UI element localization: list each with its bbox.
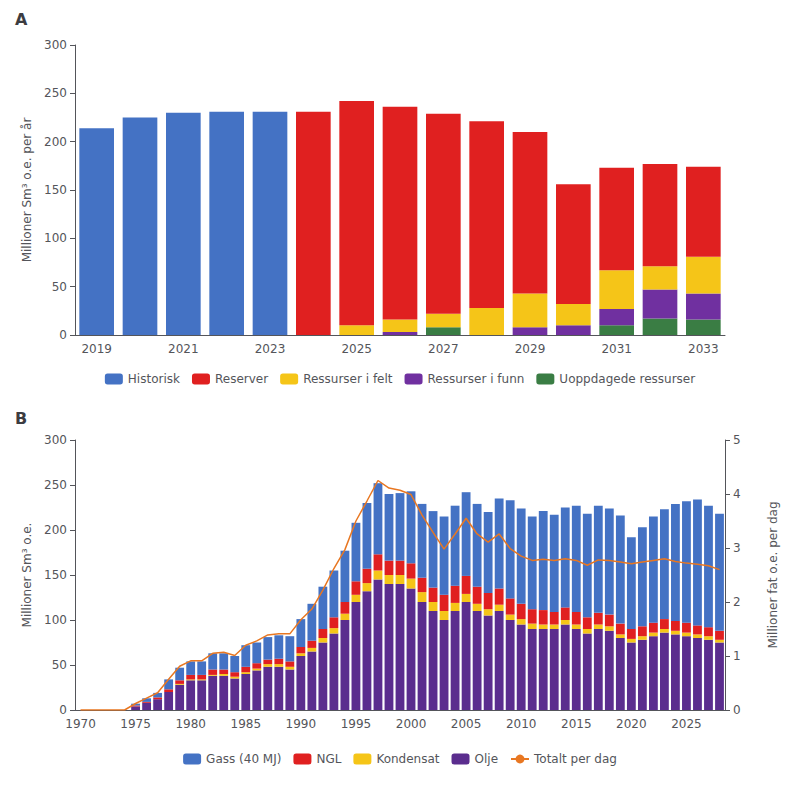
svg-text:Olje: Olje: [475, 752, 499, 766]
svg-text:200: 200: [44, 135, 67, 149]
svg-text:0: 0: [59, 703, 67, 717]
svg-text:Millioner Sm³ o.e. per år: Millioner Sm³ o.e. per år: [20, 118, 34, 263]
svg-text:2021: 2021: [168, 342, 199, 356]
svg-text:2015: 2015: [561, 717, 592, 731]
svg-text:300: 300: [44, 433, 67, 447]
svg-text:200: 200: [44, 523, 67, 537]
svg-text:1990: 1990: [286, 717, 317, 731]
svg-text:2020: 2020: [616, 717, 647, 731]
svg-text:Millioner fat o.e. per dag: Millioner fat o.e. per dag: [766, 501, 780, 648]
svg-text:Kondensat: Kondensat: [376, 752, 439, 766]
svg-text:1980: 1980: [175, 717, 206, 731]
svg-text:150: 150: [44, 183, 67, 197]
svg-text:250: 250: [44, 86, 67, 100]
svg-text:2029: 2029: [515, 342, 546, 356]
svg-text:Ressurser i felt: Ressurser i felt: [303, 372, 393, 386]
svg-text:2033: 2033: [688, 342, 719, 356]
svg-text:5: 5: [733, 433, 741, 447]
svg-text:2025: 2025: [671, 717, 702, 731]
svg-text:1970: 1970: [65, 717, 96, 731]
svg-text:100: 100: [44, 613, 67, 627]
svg-text:Millioner Sm³ o.e.: Millioner Sm³ o.e.: [20, 523, 34, 628]
svg-text:2: 2: [733, 595, 741, 609]
svg-text:1: 1: [733, 649, 741, 663]
svg-text:Ressurser i funn: Ressurser i funn: [428, 372, 525, 386]
svg-text:Gass (40 MJ): Gass (40 MJ): [206, 752, 281, 766]
svg-text:2027: 2027: [428, 342, 459, 356]
svg-text:0: 0: [59, 328, 67, 342]
svg-text:2031: 2031: [601, 342, 632, 356]
svg-text:2019: 2019: [81, 342, 112, 356]
svg-text:100: 100: [44, 231, 67, 245]
svg-text:Uoppdagede ressurser: Uoppdagede ressurser: [559, 372, 695, 386]
svg-text:250: 250: [44, 478, 67, 492]
svg-text:150: 150: [44, 568, 67, 582]
svg-text:300: 300: [44, 38, 67, 52]
svg-text:1975: 1975: [120, 717, 151, 731]
svg-text:4: 4: [733, 487, 741, 501]
svg-text:Historisk: Historisk: [128, 372, 180, 386]
svg-text:2025: 2025: [341, 342, 372, 356]
svg-text:Totalt per dag: Totalt per dag: [533, 752, 617, 766]
svg-text:2000: 2000: [396, 717, 427, 731]
svg-text:50: 50: [52, 658, 67, 672]
svg-text:2023: 2023: [255, 342, 286, 356]
svg-text:A: A: [15, 10, 28, 29]
svg-text:2005: 2005: [451, 717, 482, 731]
svg-text:2010: 2010: [506, 717, 537, 731]
svg-text:B: B: [15, 409, 27, 428]
svg-text:1995: 1995: [341, 717, 372, 731]
svg-text:50: 50: [52, 280, 67, 294]
svg-text:Reserver: Reserver: [215, 372, 268, 386]
svg-text:3: 3: [733, 541, 741, 555]
svg-text:1985: 1985: [230, 717, 261, 731]
svg-text:NGL: NGL: [316, 752, 341, 766]
svg-text:0: 0: [733, 703, 741, 717]
